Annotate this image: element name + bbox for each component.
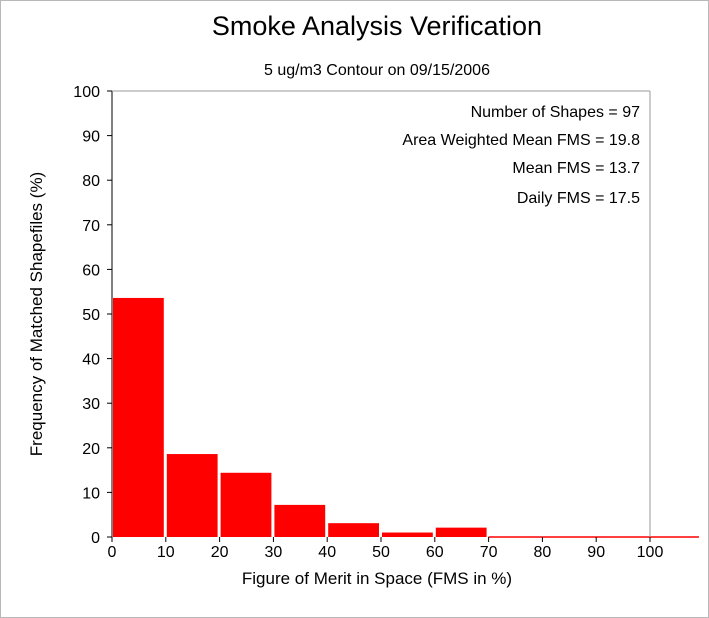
x-tick-label: 40: [318, 544, 336, 561]
y-tick-label: 100: [73, 84, 100, 101]
chart-subtitle: 5 ug/m3 Contour on 09/15/2006: [264, 62, 490, 79]
y-tick-label: 40: [82, 352, 100, 369]
x-tick-label: 60: [426, 544, 444, 561]
x-axis-label: Figure of Merit in Space (FMS in %): [242, 569, 512, 588]
x-tick-label: 10: [157, 544, 175, 561]
histogram-bar: [220, 472, 272, 537]
y-tick-label: 80: [82, 173, 100, 190]
y-tick-label: 10: [82, 485, 100, 502]
histogram-bar: [382, 532, 433, 537]
histogram-bar: [435, 527, 487, 537]
y-tick-label: 60: [82, 262, 100, 279]
y-tick-label: 70: [82, 218, 100, 235]
stats-annotations: Number of Shapes = 97 Area Weighted Mean…: [402, 104, 640, 207]
stat-mean-fms: Mean FMS = 13.7: [512, 160, 640, 177]
histogram-bar: [166, 454, 218, 537]
chart-title: Smoke Analysis Verification: [212, 11, 542, 41]
stat-area-weighted-mean-fms: Area Weighted Mean FMS = 19.8: [402, 132, 640, 149]
histogram-bar: [113, 297, 164, 537]
y-tick-label: 20: [82, 441, 100, 458]
y-tick-label: 30: [82, 396, 100, 413]
y-tick-label: 90: [82, 129, 100, 146]
x-tick-label: 100: [637, 544, 664, 561]
x-tick-label: 70: [480, 544, 498, 561]
x-tick-label: 80: [534, 544, 552, 561]
stat-daily-fms: Daily FMS = 17.5: [517, 190, 640, 207]
histogram-bar: [328, 523, 379, 537]
x-axis-ticks: 0 10 20 30 40 50 60 70 80 90 100: [108, 537, 664, 561]
stat-number-of-shapes: Number of Shapes = 97: [471, 104, 641, 121]
x-tick-label: 90: [587, 544, 605, 561]
histogram-bar: [274, 504, 326, 537]
x-tick-label: 0: [108, 544, 117, 561]
y-axis-ticks: 0 10 20 30 40 50 60 70 80 90 100: [73, 84, 112, 547]
y-tick-label: 50: [82, 307, 100, 324]
x-tick-label: 20: [211, 544, 229, 561]
histogram-bars: [113, 297, 699, 538]
x-tick-label: 50: [372, 544, 390, 561]
y-axis-label: Frequency of Matched Shapefiles (%): [27, 172, 46, 456]
x-tick-label: 30: [265, 544, 283, 561]
y-tick-label: 0: [91, 530, 100, 547]
